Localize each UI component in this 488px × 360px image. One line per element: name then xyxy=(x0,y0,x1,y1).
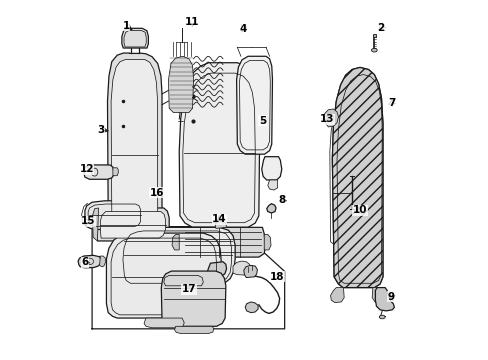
Text: 11: 11 xyxy=(185,17,199,27)
Text: 15: 15 xyxy=(81,216,95,226)
Text: 8: 8 xyxy=(278,195,285,205)
Text: 16: 16 xyxy=(149,188,163,198)
Polygon shape xyxy=(92,208,99,241)
Polygon shape xyxy=(372,34,375,37)
Polygon shape xyxy=(371,288,384,303)
Polygon shape xyxy=(168,56,193,113)
Polygon shape xyxy=(179,227,265,257)
Polygon shape xyxy=(174,326,213,333)
Text: 1: 1 xyxy=(122,21,129,31)
Polygon shape xyxy=(122,28,148,48)
Text: 4: 4 xyxy=(239,24,246,35)
Polygon shape xyxy=(330,288,344,303)
Text: 5: 5 xyxy=(258,116,265,126)
Polygon shape xyxy=(244,302,258,313)
Polygon shape xyxy=(266,204,276,213)
Polygon shape xyxy=(113,168,118,176)
Text: 10: 10 xyxy=(352,206,366,216)
Ellipse shape xyxy=(379,315,384,319)
Polygon shape xyxy=(144,318,184,328)
Polygon shape xyxy=(172,234,179,250)
Text: 2: 2 xyxy=(376,23,384,33)
Text: 12: 12 xyxy=(79,164,94,174)
Polygon shape xyxy=(324,109,338,127)
Polygon shape xyxy=(261,157,281,180)
Text: 17: 17 xyxy=(181,284,196,294)
Text: 18: 18 xyxy=(269,272,284,282)
Polygon shape xyxy=(244,265,257,278)
Polygon shape xyxy=(100,256,105,267)
Polygon shape xyxy=(100,212,165,238)
Polygon shape xyxy=(111,59,158,226)
Text: 13: 13 xyxy=(319,114,333,124)
Polygon shape xyxy=(375,288,394,311)
Polygon shape xyxy=(267,180,277,190)
Polygon shape xyxy=(179,63,259,227)
Polygon shape xyxy=(97,208,169,241)
Polygon shape xyxy=(78,255,101,268)
Polygon shape xyxy=(161,271,225,326)
Text: 7: 7 xyxy=(387,98,394,108)
Polygon shape xyxy=(264,234,270,250)
Text: 6: 6 xyxy=(81,257,88,267)
Polygon shape xyxy=(206,262,226,277)
Polygon shape xyxy=(107,53,162,232)
Polygon shape xyxy=(332,67,382,288)
Text: 9: 9 xyxy=(387,292,394,302)
Polygon shape xyxy=(84,165,113,179)
Polygon shape xyxy=(332,67,382,288)
Polygon shape xyxy=(215,221,226,228)
Ellipse shape xyxy=(371,48,376,52)
Polygon shape xyxy=(117,227,235,286)
Text: 14: 14 xyxy=(212,215,226,224)
Polygon shape xyxy=(236,56,272,154)
Polygon shape xyxy=(106,233,221,318)
Polygon shape xyxy=(85,201,143,229)
Polygon shape xyxy=(233,261,250,275)
Text: 3: 3 xyxy=(97,125,104,135)
Polygon shape xyxy=(163,275,203,286)
